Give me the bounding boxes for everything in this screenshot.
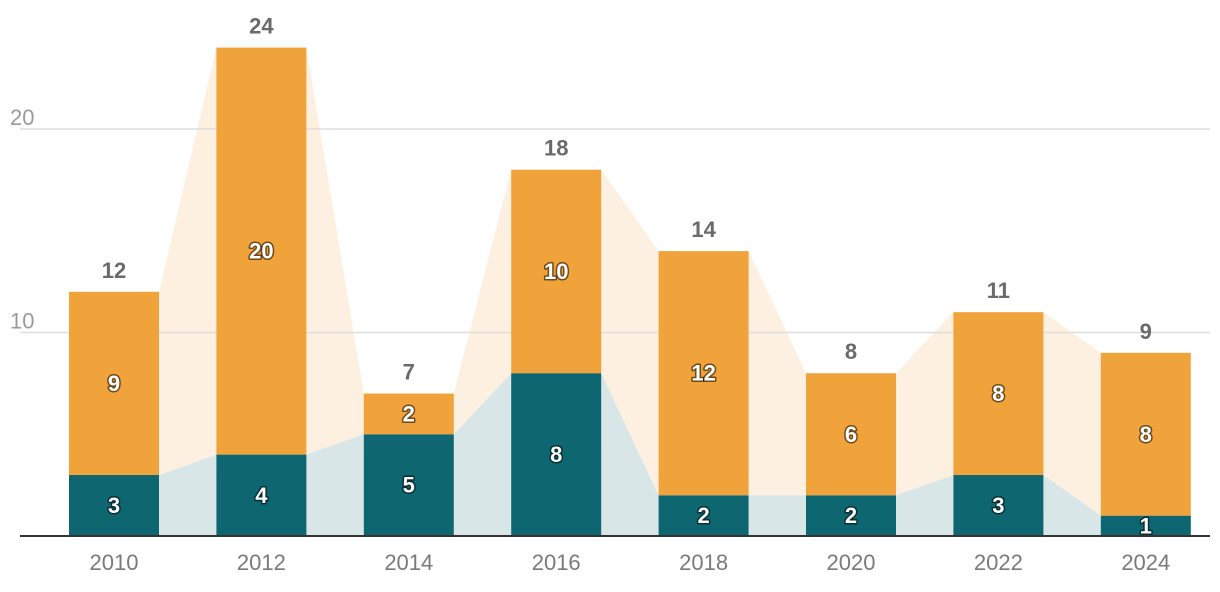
bar-bottom-2022: [953, 474, 1044, 536]
bar-top-label-2018: 12: [691, 361, 715, 386]
x-tick-label-2012: 2012: [237, 550, 286, 575]
bar-top-label-2010: 9: [108, 371, 120, 396]
bar-top-2016: [511, 169, 602, 374]
bar-bottom-label-2010: 3: [108, 493, 120, 518]
bar-top-2014: [363, 393, 454, 435]
bar-top-label-2016: 10: [544, 259, 568, 284]
total-label-2010: 12: [102, 258, 126, 283]
x-tick-label-2014: 2014: [384, 550, 433, 575]
connector-area-bottom-2018-2020: [748, 495, 806, 536]
total-label-2020: 8: [845, 339, 857, 364]
x-tick-label-2018: 2018: [679, 550, 728, 575]
total-label-2014: 7: [403, 360, 415, 385]
bar-top-2010: [69, 291, 159, 475]
bar-top-label-2014: 2: [403, 401, 415, 426]
x-tick-label-2022: 2022: [974, 550, 1023, 575]
y-tick-label-20: 20: [10, 105, 34, 130]
connector-area-bottom-2020-2022: [896, 474, 954, 536]
connector-area-top-2022-2024: [1043, 312, 1101, 516]
bar-bottom-2020: [806, 495, 896, 536]
connector-area-top-2020-2022: [896, 312, 954, 496]
x-tick-label-2020: 2020: [827, 550, 876, 575]
connector-area-top-2014-2016: [453, 169, 512, 435]
x-tick-label-2010: 2010: [90, 550, 139, 575]
total-label-2012: 24: [249, 14, 274, 39]
x-tick-label-2024: 2024: [1121, 550, 1170, 575]
bar-bottom-2016: [511, 373, 602, 536]
bar-top-2020: [806, 373, 896, 496]
x-tick-label-2016: 2016: [532, 550, 581, 575]
bar-top-label-2024: 8: [1140, 422, 1152, 447]
bar-bottom-2018: [658, 495, 749, 536]
bar-bottom-label-2012: 4: [255, 483, 268, 508]
bar-bottom-label-2014: 5: [403, 473, 415, 498]
bar-bottom-2024: [1100, 515, 1191, 536]
bar-top-label-2020: 6: [845, 422, 857, 447]
connector-area-bottom-2010-2012: [159, 454, 217, 536]
y-tick-label-10: 10: [10, 309, 34, 334]
bar-top-2018: [658, 251, 749, 496]
connector-area-bottom-2022-2024: [1043, 474, 1101, 536]
labels: 3912201042024201252720148101820162121420…: [90, 14, 1171, 575]
connector-area-top-2018-2020: [748, 251, 806, 496]
bar-top-label-2012: 20: [249, 239, 273, 264]
total-label-2016: 18: [544, 136, 568, 161]
bars: [69, 47, 1191, 536]
total-label-2024: 9: [1140, 319, 1152, 344]
bar-bottom-label-2016: 8: [550, 442, 562, 467]
bar-top-label-2022: 8: [992, 381, 1004, 406]
connector-area-bottom-2016-2018: [601, 373, 659, 536]
bar-top-2022: [953, 312, 1044, 475]
bar-top-2024: [1100, 352, 1191, 516]
connector-area-bottom-2012-2014: [306, 434, 364, 536]
connector-area-top-2010-2012: [159, 47, 217, 475]
connector-area-bottom-2014-2016: [453, 373, 512, 536]
connector-area-top-2012-2014: [306, 47, 364, 455]
bar-bottom-label-2018: 2: [697, 503, 709, 528]
bar-top-2012: [216, 47, 307, 455]
bar-bottom-2014: [363, 434, 454, 536]
connector-areas: [159, 47, 1101, 536]
bar-bottom-label-2024: 1: [1140, 513, 1152, 538]
bar-bottom-label-2020: 2: [845, 503, 857, 528]
bar-bottom-2012: [216, 454, 307, 536]
bar-bottom-2010: [69, 474, 159, 536]
bar-bottom-label-2022: 3: [992, 493, 1004, 518]
total-label-2018: 14: [691, 217, 716, 242]
total-label-2022: 11: [987, 278, 1010, 303]
